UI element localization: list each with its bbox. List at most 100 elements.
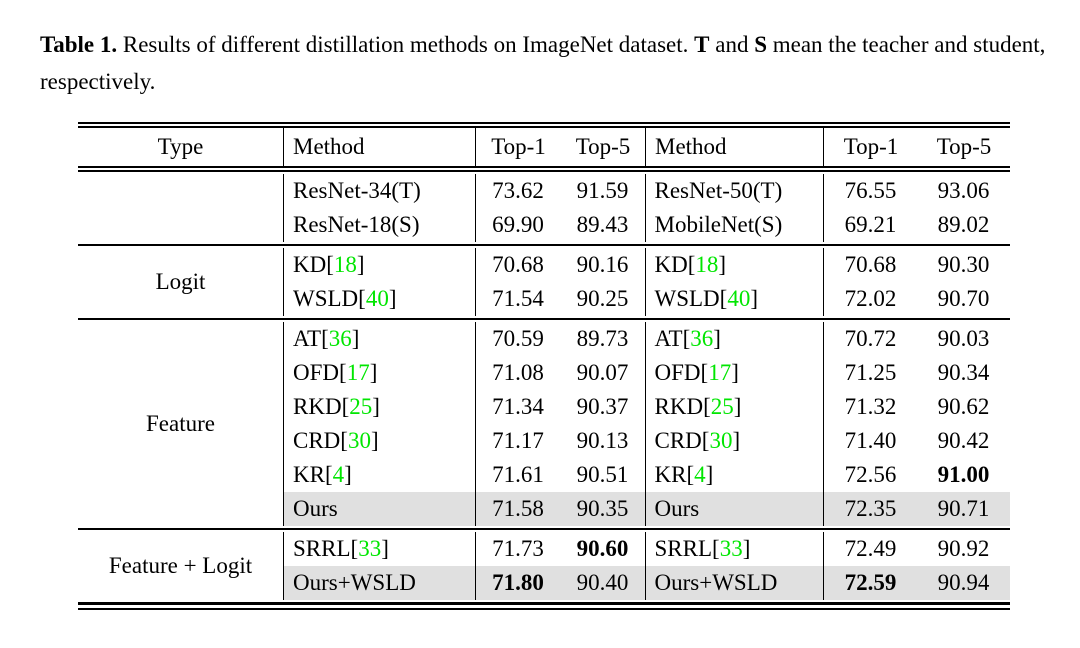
score-cell: 90.07 [576,360,629,385]
method-name: CRD [293,428,341,453]
table-row: Ours+WSLD 71.80 90.40 Ours+WSLD 72.59 90.94 [284,566,1010,600]
method-name: SRRL [654,536,713,561]
section-rows: ResNet-34(T) 73.62 91.59 ResNet-50(T) 76.55 9… [283,174,1010,242]
method-cell: ResNet-18(S) [284,208,475,242]
method-cell: ResNet-50(T) [644,174,823,208]
col-header-top1-right: Top-1 [823,128,918,166]
table-top-rule [78,122,1010,128]
section-divider-rule [78,318,1010,320]
citation-bracket: ] [742,536,751,561]
table-row: RKD[25] 71.34 90.37 RKD[25] 71.32 90.62 [284,390,1010,424]
score-cell: 90.40 [576,570,629,595]
method-cell: WSLD[40] [284,282,475,316]
citation-ref[interactable]: 40 [727,286,751,311]
method-name: MobileNet(S) [654,212,783,237]
citation-ref[interactable]: 17 [708,360,732,385]
score-cell: 89.02 [937,212,990,237]
citation-bracket: ] [731,360,739,385]
citation-bracket: ] [388,286,397,311]
citation-bracket: [ [358,286,366,311]
citation-bracket: ] [718,252,727,277]
citation-ref[interactable]: 33 [358,536,382,561]
caption-bold-text: S [754,32,767,57]
score-cell: 90.60 [576,536,629,561]
method-cell: RKD[25] [644,390,823,424]
method-cell: MobileNet(S) [644,208,823,242]
citation-ref[interactable]: 40 [365,286,389,311]
score-cell: 71.34 [474,390,561,424]
method-cell: ResNet-34(T) [284,174,475,208]
citation-ref[interactable]: 36 [690,326,714,351]
citation-bracket: [ [339,360,347,385]
method-name: SRRL [293,536,351,561]
table-section: Feature AT[36] 70.59 89.73 AT[36] 70.72 90.03 O… [78,320,1010,528]
table-header-row: Type Method Top-1 Top-5 Method Top-1 Top… [78,128,1010,166]
method-cell: RKD[25] [284,390,475,424]
method-cell: OFD[17] [644,356,823,390]
method-name: Ours [293,496,338,521]
section-divider-rule [78,244,1010,246]
citation-ref[interactable]: 4 [332,462,345,487]
citation-ref[interactable]: 25 [710,394,734,419]
col-header-top5-left: Top-5 [575,134,631,159]
score-cell: 90.37 [576,394,629,419]
table-section: Feature + Logit SRRL[33] 71.73 90.60 SRRL[33… [78,530,1010,602]
citation-bracket: ] [351,326,360,351]
citation-bracket: [ [701,428,710,453]
score-cell: 69.90 [474,208,561,242]
citation-ref[interactable]: 18 [333,252,357,277]
citation-ref[interactable]: 33 [719,536,743,561]
citation-ref[interactable]: 30 [347,428,371,453]
method-cell: AT[36] [284,322,475,356]
table-section: Logit KD[18] 70.68 90.16 KD[18] 70.68 90.30 WSL… [78,246,1010,318]
citation-bracket: ] [369,360,378,385]
table-row: KR[4] 71.61 90.51 KR[4] 72.56 91.00 [284,458,1010,492]
table-section: ResNet-34(T) 73.62 91.59 ResNet-50(T) 76.55 9… [78,172,1010,244]
score-cell: 72.49 [822,532,918,566]
score-cell: 90.13 [576,428,629,453]
paper-page: Table 1. Results of different distillati… [0,26,1080,610]
method-name: RKD [293,394,342,419]
citation-ref[interactable]: 30 [709,428,733,453]
citation-bracket: [ [321,326,329,351]
type-label: Feature + Logit [108,553,253,578]
method-name: ResNet-50(T) [654,178,783,203]
method-cell: AT[36] [644,322,823,356]
citation-ref[interactable]: 17 [346,360,370,385]
method-name: KD [654,252,688,277]
type-label [78,174,283,242]
score-cell: 71.61 [474,458,561,492]
score-cell: 90.92 [937,536,990,561]
score-cell: 90.35 [576,496,629,521]
citation-bracket: [ [324,462,333,487]
method-cell: KR[4] [284,458,475,492]
method-cell: CRD[30] [644,424,823,458]
type-label: Feature [146,411,215,436]
method-cell: Ours [284,492,475,526]
citation-bracket: [ [340,428,348,453]
citation-bracket: [ [712,536,720,561]
caption-text: mean the teacher and student, respective… [40,32,1046,94]
score-cell: 90.16 [576,252,629,277]
citation-ref[interactable]: 25 [349,394,373,419]
results-table: Type Method Top-1 Top-5 Method Top-1 Top… [78,122,1010,610]
table-row: ResNet-34(T) 73.62 91.59 ResNet-50(T) 76.55 9… [284,174,1010,208]
table-bottom-rule [78,602,1010,610]
score-cell: 71.58 [474,492,561,526]
col-header-top1-left: Top-1 [475,128,561,166]
table-row: WSLD[40] 71.54 90.25 WSLD[40] 72.02 90.70 [284,282,1010,316]
citation-ref[interactable]: 18 [695,252,719,277]
score-cell: 71.54 [474,282,561,316]
score-cell: 72.02 [822,282,918,316]
citation-ref[interactable]: 36 [328,326,352,351]
method-name: ResNet-18(S) [293,212,420,237]
table-row: SRRL[33] 71.73 90.60 SRRL[33] 72.49 90.92 [284,532,1010,566]
score-cell: 90.03 [937,326,990,351]
method-name: Ours [654,496,700,521]
citation-ref[interactable]: 4 [694,462,706,487]
citation-bracket: ] [381,536,389,561]
score-cell: 90.70 [937,286,990,311]
score-cell: 69.21 [822,208,918,242]
score-cell: 70.68 [474,248,561,282]
table-body: ResNet-34(T) 73.62 91.59 ResNet-50(T) 76.55 9… [78,172,1010,602]
